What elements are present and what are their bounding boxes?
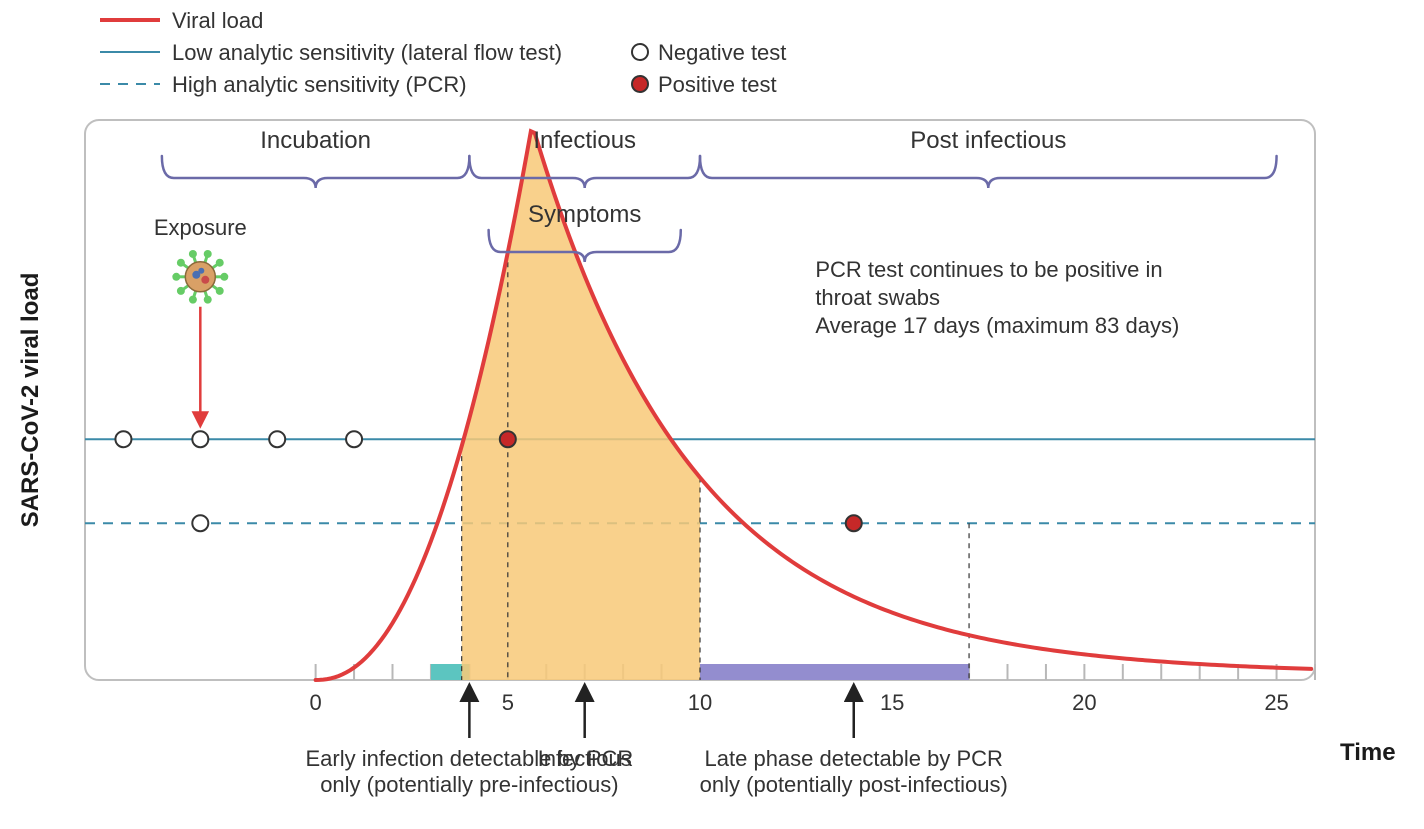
negative-test-marker <box>269 431 285 447</box>
incubation-brace <box>162 156 470 188</box>
y-axis-label: SARS-CoV-2 viral load <box>17 273 44 528</box>
legend: Viral load Low analytic sensitivity (lat… <box>100 8 786 97</box>
late-pcr-bar <box>700 664 969 680</box>
late-annot-label: only (potentially post-infectious) <box>700 772 1008 797</box>
plot-area: 0 5 10 15 20 25 Incubation Infectious Post infec… <box>85 120 1315 797</box>
legend-viral-load-label: Viral load <box>172 8 263 33</box>
infectious-annot-label: Infectious <box>538 746 632 771</box>
x-tick-label: 20 <box>1072 690 1096 715</box>
symptoms-label: Symptoms <box>528 201 641 228</box>
negative-test-marker <box>115 431 131 447</box>
legend-pos-label: Positive test <box>658 72 777 97</box>
viral-load-diagram: Viral load Low analytic sensitivity (lat… <box>0 0 1424 829</box>
post-infectious-label: Post infectious <box>910 127 1066 154</box>
legend-low-sens-label: Low analytic sensitivity (lateral flow t… <box>172 40 562 65</box>
x-tick-label: 0 <box>310 690 322 715</box>
legend-neg-marker <box>632 44 648 60</box>
incubation-label: Incubation <box>260 127 371 154</box>
negative-test-marker <box>192 515 208 531</box>
x-tick-label: 15 <box>880 690 904 715</box>
positive-test-marker <box>846 515 862 531</box>
negative-test-marker <box>192 431 208 447</box>
infectious-phase-brace <box>469 156 700 188</box>
legend-pos-marker <box>632 76 648 92</box>
x-axis-label: Time <box>1340 739 1396 766</box>
late-annot-label: Late phase detectable by PCR <box>705 746 1003 771</box>
x-tick-label: 5 <box>502 690 514 715</box>
pcr-note-line: Average 17 days (maximum 83 days) <box>815 313 1179 338</box>
infectious-phase-label: Infectious <box>533 127 636 154</box>
negative-test-marker <box>346 431 362 447</box>
legend-neg-label: Negative test <box>658 40 786 65</box>
x-tick-label: 10 <box>688 690 712 715</box>
early-annot-label: only (potentially pre-infectious) <box>320 772 618 797</box>
pcr-note-line: throat swabs <box>815 285 940 310</box>
legend-high-sens-label: High analytic sensitivity (PCR) <box>172 72 467 97</box>
positive-test-marker <box>500 431 516 447</box>
post-infectious-brace <box>700 156 1277 188</box>
exposure-label: Exposure <box>154 215 247 240</box>
pcr-note-line: PCR test continues to be positive in <box>815 257 1162 282</box>
x-tick-label: 25 <box>1264 690 1288 715</box>
virus-icon <box>172 250 228 304</box>
